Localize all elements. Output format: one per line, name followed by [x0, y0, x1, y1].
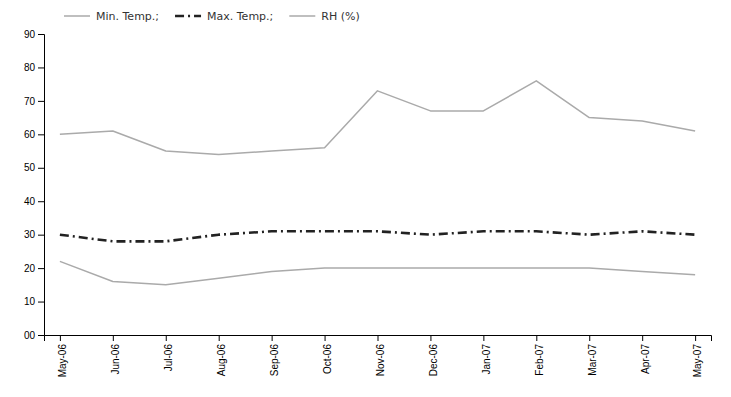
y-tick: 40: [24, 196, 44, 207]
y-tick: 30: [24, 229, 44, 240]
y-tick-mark: [38, 168, 44, 169]
series-line: [60, 231, 695, 241]
x-tick: May-07: [692, 335, 703, 377]
y-tick-mark: [38, 67, 44, 68]
y-tick-label: 00: [24, 330, 36, 341]
x-tick: Dec-06: [428, 335, 439, 376]
x-tick-mark: [166, 335, 167, 341]
x-tick-mark: [378, 335, 379, 341]
y-tick-mark: [38, 34, 44, 35]
x-tick-mark: [536, 335, 537, 341]
x-tick-mark: [60, 335, 61, 341]
x-axis-line: [45, 336, 712, 342]
y-tick: 20: [24, 263, 44, 274]
x-tick-label: Mar-07: [587, 344, 598, 376]
x-tick-label: Jul-06: [163, 344, 174, 372]
x-tick-mark: [695, 335, 696, 341]
x-tick-label: Sep-06: [269, 344, 280, 377]
x-tick-label: Oct-06: [322, 344, 333, 374]
x-tick: Apr-07: [640, 335, 651, 374]
x-tick-mark: [589, 335, 590, 341]
y-tick: 50: [24, 162, 44, 173]
x-tick-mark: [430, 335, 431, 341]
y-tick: 00: [24, 330, 44, 341]
x-tick-label: Jun-06: [110, 344, 121, 375]
y-tick-mark: [38, 268, 44, 269]
lines: [60, 81, 695, 285]
y-tick: 60: [24, 129, 44, 140]
y-tick-mark: [38, 201, 44, 202]
x-tick-mark: [219, 335, 220, 341]
legend-label: Max. Temp.;: [207, 10, 273, 23]
y-tick-label: 80: [24, 62, 36, 73]
x-tick-label: Apr-07: [640, 344, 651, 374]
x-tick-mark: [325, 335, 326, 341]
y-tick: 70: [24, 96, 44, 107]
y-tick-mark: [38, 235, 44, 236]
x-tick-label: Aug-06: [216, 344, 227, 377]
y-tick: 10: [24, 296, 44, 307]
y-tick-label: 90: [24, 29, 36, 40]
legend-item: Min. Temp.;: [64, 10, 159, 23]
x-tick: Mar-07: [587, 335, 598, 376]
y-tick-mark: [38, 335, 44, 336]
y-tick-label: 30: [24, 229, 36, 240]
y-tick-label: 20: [24, 263, 36, 274]
x-tick: Jan-07: [481, 335, 492, 375]
legend-item: RH (%): [289, 10, 359, 23]
legend-swatch: [289, 15, 315, 17]
x-tick-mark: [113, 335, 114, 341]
y-tick-mark: [38, 101, 44, 102]
chart: 00 10 20 30 40 50 60 70 80 90 May-06 Jun-06 Jul-06 Au…: [0, 0, 731, 397]
legend-swatch: [64, 15, 90, 17]
x-tick: Nov-06: [375, 335, 386, 376]
x-tick-label: May-06: [57, 344, 68, 378]
y-axis-line: [38, 35, 45, 336]
legend-label: Min. Temp.;: [96, 10, 159, 23]
x-tick: Jun-06: [110, 335, 121, 375]
y-tick-label: 40: [24, 196, 36, 207]
y-tick-label: 70: [24, 96, 36, 107]
x-tick: Feb-07: [534, 335, 545, 376]
legend: Min. Temp.; Max. Temp.; RH (%): [64, 10, 360, 23]
x-tick: May-06: [57, 335, 68, 377]
y-tick: 80: [24, 62, 44, 73]
x-tick-label: Dec-06: [428, 344, 439, 377]
x-tick: Sep-06: [269, 335, 280, 376]
x-tick-label: Nov-06: [375, 344, 386, 377]
x-tick-mark: [483, 335, 484, 341]
series-line: [60, 81, 695, 155]
y-tick: 90: [24, 29, 44, 40]
x-tick: Jul-06: [163, 335, 174, 371]
x-tick: Oct-06: [322, 335, 333, 374]
y-tick-label: 10: [24, 296, 36, 307]
y-tick-mark: [38, 302, 44, 303]
legend-swatch: [175, 15, 201, 18]
y-tick-label: 50: [24, 162, 36, 173]
x-tick: Aug-06: [216, 335, 227, 376]
y-axis: 00 10 20 30 40 50 60 70 80 90: [24, 29, 45, 341]
x-tick-label: Feb-07: [534, 344, 545, 376]
y-tick-label: 60: [24, 129, 36, 140]
x-tick-label: May-07: [692, 344, 703, 378]
x-tick-label: Jan-07: [481, 344, 492, 375]
legend-label: RH (%): [321, 10, 359, 23]
x-axis: May-06 Jun-06 Jul-06 Aug-06 Sep-06 Oct-06 Nov-…: [45, 335, 712, 377]
plot: 00 10 20 30 40 50 60 70 80 90 May-06 Jun-06 Jul-06 Au…: [24, 29, 712, 378]
legend-item: Max. Temp.;: [175, 10, 273, 23]
y-tick-mark: [38, 134, 44, 135]
x-tick-mark: [272, 335, 273, 341]
x-tick-mark: [642, 335, 643, 341]
series-line: [60, 261, 695, 284]
